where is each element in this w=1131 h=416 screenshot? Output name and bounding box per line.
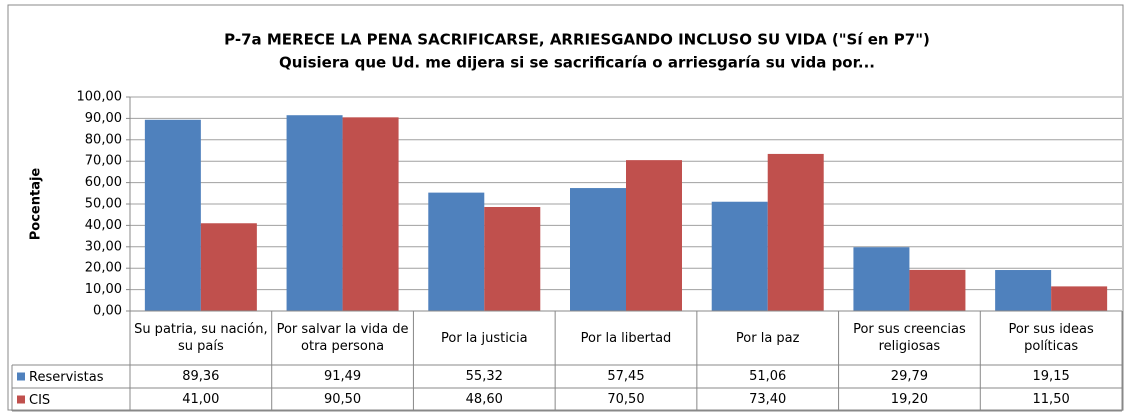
y-tick-label: 70,00 <box>85 154 122 169</box>
table-value: 51,06 <box>749 369 787 384</box>
table-value: 90,50 <box>323 392 362 407</box>
y-tick-label: 0,00 <box>93 304 122 319</box>
table-value: 29,79 <box>890 369 929 384</box>
y-tick-label: 10,00 <box>85 282 122 297</box>
bar <box>767 153 824 311</box>
table-value: 57,45 <box>607 369 645 384</box>
bar <box>200 223 257 311</box>
bar <box>570 188 626 311</box>
y-tick-label: 60,00 <box>85 175 122 190</box>
y-tick-label: 100,00 <box>77 90 123 105</box>
table-value: 19,20 <box>890 392 929 407</box>
bar <box>144 119 201 312</box>
table-value: 55,32 <box>465 369 503 384</box>
table-value: 48,60 <box>465 392 503 407</box>
bar <box>711 201 768 311</box>
x-tick-label: Por sus ideas políticas <box>1008 322 1094 354</box>
chart-border <box>7 4 1124 411</box>
table-value: 11,50 <box>1032 392 1070 407</box>
y-tick-label: 80,00 <box>85 132 122 147</box>
x-tick-label: Por la paz <box>735 330 800 346</box>
table-value: 89,36 <box>182 369 220 384</box>
table-value: 19,15 <box>1032 369 1070 384</box>
table-value: 91,49 <box>323 369 362 384</box>
bar <box>626 160 682 311</box>
x-tick-label: Por la libertad <box>580 330 672 346</box>
x-tick-label: Por salvar la vida de otra persona <box>276 322 409 354</box>
bar <box>428 192 485 311</box>
table-value: 41,00 <box>182 392 220 407</box>
bar <box>995 270 1052 311</box>
table-value: 73,40 <box>749 392 787 407</box>
x-tick-label: Su patria, su nación, su país <box>134 322 268 354</box>
bar <box>1051 286 1108 311</box>
bar <box>342 117 399 311</box>
bar <box>484 206 541 311</box>
y-tick-label: 30,00 <box>85 239 122 254</box>
bar <box>286 115 343 312</box>
table-value: 70,50 <box>607 392 645 407</box>
y-tick-label: 40,00 <box>85 218 122 233</box>
legend-swatch <box>17 395 25 404</box>
y-tick-label: 50,00 <box>85 197 122 212</box>
y-tick-label: 20,00 <box>85 261 122 276</box>
x-tick-label: Por sus creencias religiosas <box>853 322 966 354</box>
chart-subtitle: Quisiera que Ud. me dijera si se sacrifi… <box>279 54 875 72</box>
y-axis-label: Pocentaje <box>29 168 44 241</box>
legend-swatch <box>17 372 25 381</box>
x-tick-label: Por la justicia <box>440 330 528 346</box>
y-tick-label: 90,00 <box>85 111 122 126</box>
bar <box>909 269 966 311</box>
bar <box>853 247 910 311</box>
legend-label: Reservistas <box>29 370 104 385</box>
chart-title: P-7a MERECE LA PENA SACRIFICARSE, ARRIES… <box>224 31 930 49</box>
legend-label: CIS <box>29 393 50 408</box>
